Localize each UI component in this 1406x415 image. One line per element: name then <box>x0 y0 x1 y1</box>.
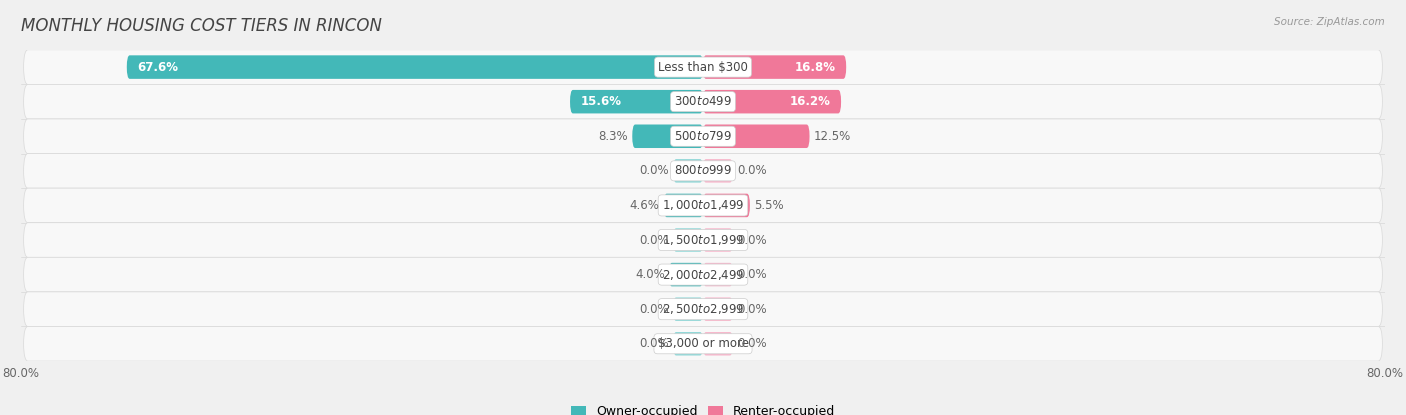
FancyBboxPatch shape <box>24 50 1382 84</box>
Text: 0.0%: 0.0% <box>640 303 669 316</box>
FancyBboxPatch shape <box>703 159 733 183</box>
Text: 67.6%: 67.6% <box>136 61 179 73</box>
Text: $800 to $999: $800 to $999 <box>673 164 733 177</box>
FancyBboxPatch shape <box>703 194 749 217</box>
Text: Source: ZipAtlas.com: Source: ZipAtlas.com <box>1274 17 1385 27</box>
Text: 0.0%: 0.0% <box>737 164 766 177</box>
Text: 5.5%: 5.5% <box>754 199 783 212</box>
FancyBboxPatch shape <box>673 228 703 252</box>
FancyBboxPatch shape <box>703 332 733 356</box>
FancyBboxPatch shape <box>569 90 703 113</box>
FancyBboxPatch shape <box>703 298 733 321</box>
Text: Less than $300: Less than $300 <box>658 61 748 73</box>
Text: $2,500 to $2,999: $2,500 to $2,999 <box>662 302 744 316</box>
Text: 16.2%: 16.2% <box>790 95 831 108</box>
Text: $3,000 or more: $3,000 or more <box>658 337 748 350</box>
Text: 0.0%: 0.0% <box>737 268 766 281</box>
FancyBboxPatch shape <box>673 159 703 183</box>
FancyBboxPatch shape <box>703 228 733 252</box>
FancyBboxPatch shape <box>127 55 703 79</box>
Text: $1,500 to $1,999: $1,500 to $1,999 <box>662 233 744 247</box>
FancyBboxPatch shape <box>24 257 1382 292</box>
Text: $300 to $499: $300 to $499 <box>673 95 733 108</box>
FancyBboxPatch shape <box>24 223 1382 257</box>
Text: $2,000 to $2,499: $2,000 to $2,499 <box>662 268 744 282</box>
FancyBboxPatch shape <box>703 55 846 79</box>
FancyBboxPatch shape <box>24 119 1382 154</box>
FancyBboxPatch shape <box>24 84 1382 119</box>
FancyBboxPatch shape <box>703 263 733 286</box>
Text: 8.3%: 8.3% <box>599 130 628 143</box>
Text: 4.6%: 4.6% <box>630 199 659 212</box>
Text: 0.0%: 0.0% <box>640 234 669 247</box>
FancyBboxPatch shape <box>24 292 1382 327</box>
Text: 0.0%: 0.0% <box>737 303 766 316</box>
Text: 0.0%: 0.0% <box>737 337 766 350</box>
Text: $1,000 to $1,499: $1,000 to $1,499 <box>662 198 744 212</box>
Text: 0.0%: 0.0% <box>640 337 669 350</box>
Text: 16.8%: 16.8% <box>794 61 837 73</box>
Text: 0.0%: 0.0% <box>640 164 669 177</box>
Text: 4.0%: 4.0% <box>636 268 665 281</box>
Legend: Owner-occupied, Renter-occupied: Owner-occupied, Renter-occupied <box>567 400 839 415</box>
Text: 15.6%: 15.6% <box>581 95 621 108</box>
FancyBboxPatch shape <box>24 327 1382 361</box>
FancyBboxPatch shape <box>703 90 841 113</box>
Text: MONTHLY HOUSING COST TIERS IN RINCON: MONTHLY HOUSING COST TIERS IN RINCON <box>21 17 382 34</box>
FancyBboxPatch shape <box>633 124 703 148</box>
FancyBboxPatch shape <box>673 298 703 321</box>
FancyBboxPatch shape <box>24 154 1382 188</box>
FancyBboxPatch shape <box>673 332 703 356</box>
Text: 0.0%: 0.0% <box>737 234 766 247</box>
Text: $500 to $799: $500 to $799 <box>673 130 733 143</box>
Text: 12.5%: 12.5% <box>814 130 851 143</box>
FancyBboxPatch shape <box>669 263 703 286</box>
FancyBboxPatch shape <box>664 194 703 217</box>
FancyBboxPatch shape <box>703 124 810 148</box>
FancyBboxPatch shape <box>24 188 1382 223</box>
